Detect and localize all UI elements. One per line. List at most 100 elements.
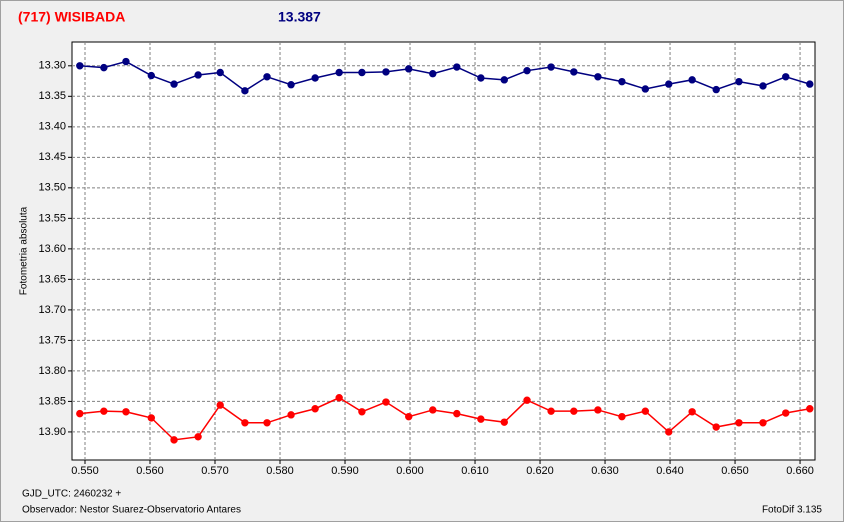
data-point — [287, 411, 295, 419]
data-point — [405, 412, 413, 421]
data-point — [782, 73, 790, 81]
data-point — [665, 80, 673, 88]
x-tick-label: 0.580 — [266, 465, 294, 477]
data-point — [100, 63, 108, 72]
y-tick-label: 13.70 — [38, 304, 66, 316]
x-tick-label: 0.620 — [526, 465, 554, 477]
x-tick-label: 0.650 — [721, 465, 749, 477]
data-point — [547, 407, 555, 415]
y-tick-label: 13.75 — [38, 334, 66, 346]
data-point — [122, 408, 130, 416]
y-tick-label: 13.45 — [38, 151, 66, 163]
x-tick-label: 0.640 — [656, 465, 684, 477]
x-tick-label: 0.590 — [331, 465, 359, 477]
y-tick-label: 13.55 — [38, 212, 66, 224]
y-tick-label: 13.90 — [38, 426, 66, 438]
data-point — [735, 77, 743, 86]
data-point — [688, 408, 696, 416]
y-axis-label: Fotometria absoluta — [19, 206, 30, 295]
data-point — [735, 419, 743, 427]
data-point — [453, 409, 461, 418]
data-point — [241, 87, 249, 95]
data-point — [263, 419, 271, 427]
y-tick-label: 13.60 — [38, 243, 66, 255]
data-point — [170, 436, 178, 444]
data-point — [263, 73, 271, 81]
y-tick-label: 13.80 — [38, 365, 66, 377]
data-point — [287, 81, 295, 89]
data-point — [782, 409, 790, 417]
data-point — [500, 418, 508, 426]
data-point — [500, 76, 508, 84]
software-note: FotoDif 3.135 — [762, 505, 822, 516]
y-tick-label: 13.85 — [38, 395, 66, 407]
data-point — [335, 394, 343, 402]
observer-note: Observador: Nestor Suarez-Observatorio A… — [22, 505, 241, 516]
data-point — [358, 408, 366, 416]
data-point — [570, 407, 578, 415]
data-point — [688, 76, 696, 84]
data-point — [547, 63, 555, 71]
data-point — [641, 407, 650, 415]
x-tick-label: 0.550 — [71, 465, 99, 477]
data-point — [477, 74, 485, 82]
data-point — [122, 57, 130, 66]
x-tick-label: 0.570 — [201, 465, 229, 477]
data-point — [429, 406, 437, 414]
plot-area — [71, 41, 816, 461]
data-point — [382, 68, 390, 76]
data-point — [241, 419, 249, 427]
data-point — [147, 414, 156, 422]
data-point — [358, 68, 366, 77]
data-point — [759, 419, 767, 427]
data-point — [806, 80, 814, 88]
y-tick-label: 13.40 — [38, 121, 66, 133]
data-point — [806, 405, 814, 413]
data-point — [335, 68, 343, 77]
data-point — [712, 85, 720, 94]
y-tick-label: 13.50 — [38, 182, 66, 194]
y-tick-label: 13.30 — [38, 60, 66, 72]
x-tick-label: 0.560 — [136, 465, 164, 477]
data-point — [594, 73, 602, 81]
data-point — [665, 428, 673, 436]
x-tick-label: 0.660 — [786, 465, 814, 477]
x-axis-label: GJD_UTC: 2460232 + — [22, 489, 121, 500]
y-tick-label: 13.65 — [38, 273, 66, 285]
x-tick-label: 0.610 — [461, 465, 489, 477]
data-point — [759, 82, 767, 90]
data-point — [618, 412, 626, 421]
data-point — [311, 405, 319, 413]
data-point — [100, 407, 108, 415]
data-point — [194, 433, 202, 441]
data-point — [76, 409, 84, 418]
chart-title: (717) WISIBADA — [18, 9, 125, 25]
data-point — [523, 396, 531, 404]
data-point — [147, 71, 156, 80]
data-point — [570, 68, 578, 76]
data-point — [453, 63, 461, 71]
data-point — [382, 398, 390, 406]
data-point — [170, 80, 178, 88]
chart-subtitle: 13.387 — [278, 9, 321, 25]
data-point — [523, 66, 531, 75]
data-point — [216, 401, 224, 409]
data-point — [641, 85, 650, 93]
y-tick-label: 13.35 — [38, 90, 66, 102]
series-line — [79, 396, 810, 441]
data-point — [429, 70, 437, 78]
data-point — [216, 68, 224, 77]
data-point — [405, 65, 413, 73]
data-point — [712, 423, 720, 431]
data-point — [477, 415, 485, 423]
data-point — [618, 77, 626, 86]
data-point — [594, 406, 602, 414]
series-line — [79, 60, 811, 92]
data-point — [194, 71, 202, 79]
data-point — [311, 74, 319, 82]
data-point — [76, 62, 84, 70]
x-tick-label: 0.630 — [591, 465, 619, 477]
x-tick-label: 0.600 — [396, 465, 424, 477]
